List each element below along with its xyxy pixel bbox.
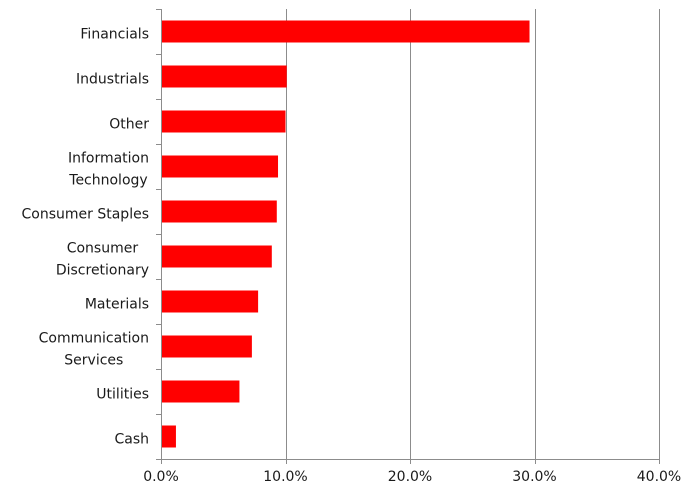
category-label: Other	[109, 117, 149, 133]
category-label: Financials	[80, 27, 149, 43]
bar-materials	[161, 290, 259, 313]
x-tick-label: 20.0%	[388, 469, 432, 485]
bar-cash	[161, 425, 176, 448]
category-label: Utilities	[96, 387, 149, 403]
category-label: Information Technology	[68, 151, 149, 189]
x-tick-label: 30.0%	[512, 469, 556, 485]
bar-consumer-staples	[161, 200, 277, 223]
category-label: Cash	[114, 432, 149, 448]
x-tick-label: 40.0%	[637, 469, 681, 485]
axis-layer	[156, 9, 660, 464]
category-label: Consumer Discretionary	[56, 241, 149, 279]
x-tick-label: 0.0%	[143, 469, 179, 485]
bar-utilities	[161, 380, 240, 403]
grid-layer	[286, 9, 660, 459]
bar-layer	[161, 20, 530, 448]
category-label: Consumer Staples	[22, 207, 149, 223]
bar-consumer-discretionary	[161, 245, 272, 268]
x-tick-label: 10.0%	[263, 469, 307, 485]
category-label: Communication Services	[39, 331, 149, 369]
bar-industrials	[161, 65, 287, 88]
label-layer: 0.0% 10.0% 20.0% 30.0% 40.0% Financials Indust…	[22, 27, 682, 486]
bar-information-technology	[161, 155, 279, 178]
bar-communication-services	[161, 335, 252, 358]
category-label: Industrials	[76, 72, 149, 88]
bar-financials	[161, 20, 530, 43]
bar-other	[161, 110, 286, 133]
category-label: Materials	[85, 297, 149, 313]
